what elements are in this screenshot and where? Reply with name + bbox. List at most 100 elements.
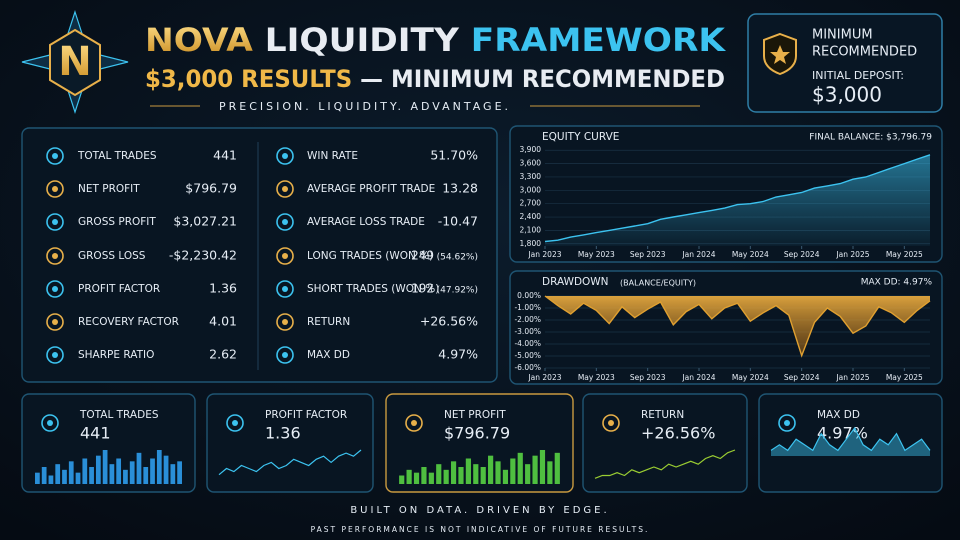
logo: N xyxy=(21,10,129,114)
spark-bar xyxy=(136,452,142,484)
icon xyxy=(276,213,294,231)
spark-bar xyxy=(129,461,135,484)
stat-label: PROFIT FACTOR xyxy=(78,283,160,295)
x-tick-label: Sep 2024 xyxy=(784,250,820,259)
spark-bar xyxy=(82,458,88,484)
spark-bar xyxy=(41,467,47,484)
badge-title: MINIMUM xyxy=(812,28,873,43)
spark-bar xyxy=(406,469,412,484)
y-tick-label: -1.00% xyxy=(514,303,541,312)
spark-bar xyxy=(495,461,501,484)
card-title: RETURN xyxy=(641,409,684,421)
icon xyxy=(405,414,423,432)
x-tick-label: May 2023 xyxy=(578,373,615,382)
y-tick-label: 3,000 xyxy=(520,185,542,194)
icon xyxy=(282,286,288,292)
y-tick-label: 2,400 xyxy=(520,212,542,221)
icon xyxy=(52,153,58,159)
panel xyxy=(206,393,374,493)
icon xyxy=(46,346,64,364)
spark-bar xyxy=(473,464,479,484)
icon xyxy=(46,147,64,165)
spark-bar xyxy=(102,450,108,484)
icon xyxy=(232,420,238,426)
y-tick-label: 2,100 xyxy=(520,225,542,234)
x-tick-label: Sep 2023 xyxy=(630,373,666,382)
spark-bar xyxy=(510,458,516,484)
spark-bar xyxy=(413,472,420,484)
spark-bar xyxy=(525,464,531,484)
stat-note: (47.92%) xyxy=(437,286,478,296)
spark-bar xyxy=(465,458,471,484)
stat-value: -10.47 xyxy=(438,214,478,229)
stat-value: 1.36 xyxy=(209,281,237,296)
title: NOVA LIQUIDITY FRAMEWORK xyxy=(145,21,726,59)
x-tick-label: Jan 2024 xyxy=(681,250,715,259)
stat-value: 13.28 xyxy=(442,181,478,196)
icon xyxy=(46,280,64,298)
stat-value: 2.62 xyxy=(209,347,237,362)
stat-value: 4.97% xyxy=(438,347,478,362)
stat-label: AVERAGE LOSS TRADE xyxy=(307,216,425,228)
spark-bar xyxy=(48,475,54,484)
x-tick-label: Jan 2023 xyxy=(527,373,561,382)
icon xyxy=(52,186,58,192)
stat-label: WIN RATE xyxy=(307,150,358,162)
badge-star xyxy=(770,45,790,64)
spark-bar xyxy=(539,450,546,484)
icon xyxy=(52,286,58,292)
icon xyxy=(226,414,244,432)
spark-bar xyxy=(547,461,553,484)
card-title: MAX DD xyxy=(817,409,860,421)
icon xyxy=(282,186,288,192)
x-tick-label: Jan 2025 xyxy=(835,250,869,259)
icon xyxy=(46,313,64,331)
spark-line xyxy=(218,449,362,476)
icon xyxy=(282,319,288,325)
icon xyxy=(46,247,64,265)
title-word: FRAMEWORK xyxy=(471,21,726,59)
title-word: NOVA xyxy=(145,21,253,59)
stat-value: 4.01 xyxy=(209,314,237,329)
icon xyxy=(52,219,58,225)
x-tick-label: Jan 2024 xyxy=(681,373,715,382)
footer-slogan: BUILT ON DATA. DRIVEN BY EDGE. xyxy=(350,505,609,516)
stat-label: GROSS LOSS xyxy=(78,250,146,262)
icon xyxy=(602,414,620,432)
stat-label: GROSS PROFIT xyxy=(78,216,156,228)
y-tick-label: 2,700 xyxy=(520,199,542,208)
y-tick-label: -6.00% xyxy=(514,363,541,372)
spark-bar xyxy=(35,472,40,484)
x-tick-label: May 2023 xyxy=(578,250,615,259)
y-tick-label: 3,900 xyxy=(520,145,542,154)
spark-line xyxy=(594,449,736,479)
spark-bar xyxy=(150,458,155,484)
card-title: TOTAL TRADES xyxy=(79,409,159,421)
stat-value: 249 xyxy=(411,249,434,263)
chart-annotation: FINAL BALANCE: $3,796.79 xyxy=(809,133,932,143)
card-value: 441 xyxy=(80,424,111,443)
icon xyxy=(411,420,417,426)
y-tick-label: -3.00% xyxy=(514,327,541,336)
icon xyxy=(784,420,790,426)
spark-bar xyxy=(502,469,509,484)
x-tick-label: May 2025 xyxy=(886,250,923,259)
icon xyxy=(276,180,294,198)
card-value: +26.56% xyxy=(641,424,715,443)
stat-label: MAX DD xyxy=(307,349,350,361)
tagline: PRECISION. LIQUIDITY. ADVANTAGE. xyxy=(219,100,511,113)
footer-disclaimer: PAST PERFORMANCE IS NOT INDICATIVE OF FU… xyxy=(311,525,650,534)
icon xyxy=(276,247,294,265)
y-tick-label: 0.00% xyxy=(517,291,541,300)
badge-value: $3,000 xyxy=(812,83,882,107)
subtitle-part: — MINIMUM RECOMMENDED xyxy=(360,65,725,93)
spark-bar xyxy=(488,455,494,484)
badge-title: RECOMMENDED xyxy=(812,45,917,60)
y-tick-label: 1,800 xyxy=(520,239,542,248)
spark-bar xyxy=(443,469,449,484)
y-tick-label: -4.00% xyxy=(514,339,541,348)
stat-value: $796.79 xyxy=(185,181,237,196)
card-value: 1.36 xyxy=(265,424,301,443)
